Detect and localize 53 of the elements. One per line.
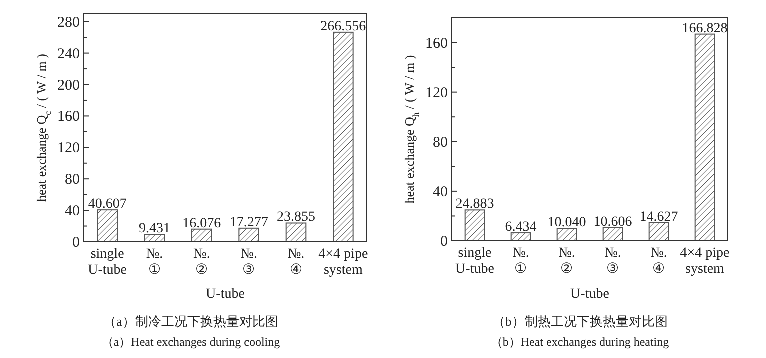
x-axis-title: U-tube [206,287,245,302]
data-label: 166.828 [682,21,728,36]
y-tick-label: 240 [58,46,80,62]
text: （a）制冷工况下换热量对比图 [104,314,278,329]
text: （b）Heat exchanges during heating [490,335,670,349]
bar [97,210,118,242]
bar [694,34,716,242]
text: （a）Heat exchanges during cooling [102,335,280,349]
y-tick-label: 160 [426,36,448,52]
x-tick-label: №. ② [193,247,210,278]
data-label: 23.855 [277,210,316,226]
text: （b）制热工况下换热量对比图 [492,314,668,329]
y-tick-label: 40 [433,184,448,200]
x-tick-label: №. ① [512,246,530,277]
y-tick-label: 40 [65,204,80,220]
bar [602,227,624,242]
bar [648,222,670,242]
data-label: 6.434 [505,220,537,236]
bar [333,32,354,242]
x-tick-label: single U-tube [88,247,128,278]
x-tick-label: single U-tube [456,246,494,277]
x-tick-label: №. ④ [650,246,668,277]
data-label: 266.556 [320,19,366,34]
data-label: 40.607 [88,197,127,212]
y-tick-label: 120 [58,140,80,157]
x-axis-title: U-tube [570,287,610,302]
data-label: 10.040 [548,216,586,231]
bar [464,210,486,242]
y-tick-label: 160 [58,109,80,126]
bar [192,228,212,242]
data-label: 24.883 [456,197,494,212]
x-tick-label: 4×4 pipe system [680,246,730,277]
data-label: 9.431 [139,222,170,237]
x-tick-label: 4×4 pipe system [318,247,368,278]
x-tick-label: №. ③ [240,247,258,278]
y-tick-label: 120 [426,85,448,102]
bar [238,228,260,242]
x-tick-label: №. ④ [288,247,305,278]
y-tick-label: 280 [58,14,80,31]
x-tick-label: №. ③ [604,246,622,277]
y-tick-label: 200 [58,78,80,94]
y-tick-label: 80 [65,172,80,188]
y-tick-label: 80 [433,134,448,151]
data-label: 14.627 [640,210,678,225]
bar [556,228,578,242]
data-label: 17.277 [230,215,268,230]
data-label: 16.076 [182,216,222,232]
data-label: 10.606 [594,214,632,230]
y-tick-label: 0 [440,234,448,250]
x-tick-label: №. ① [146,247,164,278]
y-tick-label: 0 [72,235,80,251]
bar [286,222,307,242]
x-tick-label: №. ② [558,246,576,277]
